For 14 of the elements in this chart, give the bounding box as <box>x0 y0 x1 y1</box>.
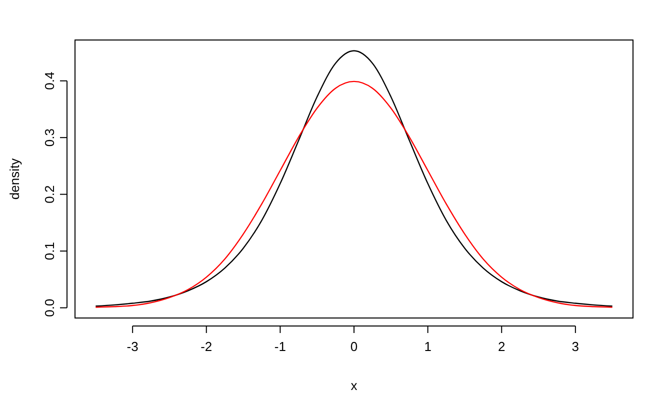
x-tick-label: 3 <box>572 339 580 354</box>
x-tick-label: 2 <box>498 339 506 354</box>
x-tick-label: -2 <box>200 339 212 354</box>
y-tick-label: 0.4 <box>42 72 57 90</box>
x-tick-label: 0 <box>350 339 358 354</box>
y-tick-label: 0.3 <box>42 128 57 147</box>
x-axis-title: x <box>350 378 358 393</box>
x-tick-label: -1 <box>274 339 286 354</box>
y-tick-label: 0.0 <box>42 298 57 317</box>
x-tick-label: 1 <box>424 339 432 354</box>
y-tick-label: 0.1 <box>42 242 57 260</box>
y-axis-title: density <box>7 158 22 200</box>
x-tick-label: -3 <box>126 339 138 354</box>
y-tick-label: 0.2 <box>42 185 57 204</box>
